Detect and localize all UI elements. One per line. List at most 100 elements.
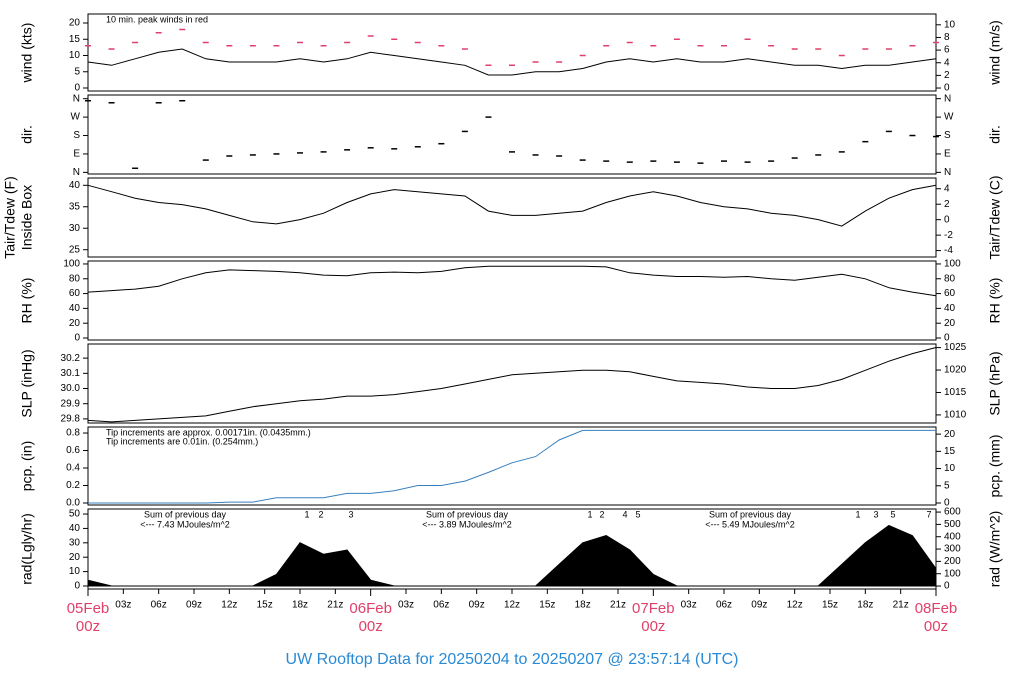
- x-tick-label: 18z: [857, 600, 873, 611]
- x-tick-label: 18z: [575, 600, 591, 611]
- x-tick-label: 03z: [398, 600, 414, 611]
- y-tick-label: 10: [69, 50, 81, 61]
- y2-axis-label: pcp. (mm): [987, 435, 1003, 498]
- y-axis-label: rad(Lgly/hr): [19, 513, 35, 585]
- y-tick-label: 29.9: [61, 398, 81, 409]
- y2-tick-label: 0: [944, 498, 950, 509]
- y2-tick-label: N: [944, 93, 951, 104]
- x-tick-label: 09z: [469, 600, 485, 611]
- y2-tick-label: E: [944, 149, 951, 160]
- y-tick-label: 10: [69, 566, 81, 577]
- y2-tick-label: 600: [944, 507, 961, 518]
- peak-label: 5: [635, 509, 640, 519]
- y2-axis-label: wind (m/s): [987, 20, 1003, 86]
- y2-tick-label: W: [944, 112, 954, 123]
- y2-tick-label: 10: [944, 463, 956, 474]
- line: [88, 429, 936, 504]
- y-tick-label: S: [73, 130, 80, 141]
- x-day-label: 08Feb: [915, 600, 958, 617]
- y-tick-label: 0: [74, 83, 80, 94]
- y-tick-label: E: [73, 149, 80, 160]
- peak-label: 2: [599, 509, 604, 519]
- y-tick-label: 30: [69, 537, 81, 548]
- y2-tick-label: 1010: [944, 410, 967, 421]
- y-tick-label: 50: [69, 509, 81, 520]
- peak-label: 4: [622, 509, 627, 519]
- y2-tick-label: 0: [944, 581, 950, 592]
- y2-tick-label: 8: [944, 32, 950, 43]
- x-tick-label: 06z: [433, 600, 449, 611]
- peak-label: 3: [348, 509, 353, 519]
- y-tick-label: 40: [69, 523, 81, 534]
- y-tick-label: 0: [74, 333, 80, 344]
- y-axis-label: wind (kts): [19, 23, 35, 84]
- y2-axis-label: rad (W/m^2): [987, 511, 1003, 588]
- annotation: Tip increments are approx. 0.00171in. (0…: [106, 427, 311, 437]
- y2-tick-label: 1015: [944, 387, 967, 398]
- y2-tick-label: 20: [944, 318, 956, 329]
- y2-tick-label: 100: [944, 259, 961, 270]
- y-tick-label: 0.8: [66, 428, 80, 439]
- y2-tick-label: 500: [944, 519, 961, 530]
- y2-tick-label: 4: [944, 57, 950, 68]
- panel-frame: [87, 13, 937, 92]
- y-axis-label: Inside Box: [19, 185, 35, 250]
- y-tick-label: 20: [69, 18, 81, 29]
- y2-tick-label: 80: [944, 273, 956, 284]
- y2-tick-label: 20: [944, 429, 956, 440]
- x-tick-label: 06z: [716, 600, 732, 611]
- y-tick-label: N: [73, 167, 80, 178]
- x-tick-label: 09z: [751, 600, 767, 611]
- peak-label: 7: [926, 509, 931, 519]
- x-tick-label: 15z: [257, 600, 273, 611]
- x-tick-label: 15z: [822, 600, 838, 611]
- x-tick-label: 21z: [893, 600, 909, 611]
- y2-tick-label: 100: [944, 568, 961, 579]
- y-tick-label: 0.4: [66, 463, 80, 474]
- day-sum-label: Sum of previous day: [426, 509, 509, 519]
- y2-tick-label: 15: [944, 446, 956, 457]
- y2-tick-label: 5: [944, 480, 950, 491]
- y-axis-label: Tair/Tdew (F): [2, 176, 18, 258]
- day-sum-value: <--- 3.89 MJoules/m^2: [422, 519, 512, 529]
- x-tick-label: 03z: [115, 600, 131, 611]
- y-axis-label: RH (%): [19, 278, 35, 324]
- panel-frame: [87, 94, 937, 175]
- y2-tick-label: 1025: [944, 342, 967, 353]
- x-day-sublabel: 00z: [641, 618, 665, 635]
- peak-label: 1: [855, 509, 860, 519]
- y2-tick-label: 2: [944, 199, 950, 210]
- y2-tick-label: 0: [944, 214, 950, 225]
- y2-axis-label: SLP (hPa): [987, 351, 1003, 415]
- y2-axis-label: dir.: [987, 125, 1003, 144]
- x-tick-label: 21z: [327, 600, 343, 611]
- x-tick-label: 03z: [681, 600, 697, 611]
- x-tick-label: 12z: [787, 600, 803, 611]
- y-axis-label: dir.: [19, 125, 35, 144]
- y-axis-label: pcp. (in): [19, 441, 35, 492]
- x-tick-label: 15z: [539, 600, 555, 611]
- y-tick-label: 0.6: [66, 445, 80, 456]
- x-tick-label: 12z: [221, 600, 237, 611]
- y-tick-label: 35: [69, 201, 81, 212]
- line: [87, 347, 937, 423]
- y2-tick-label: 200: [944, 556, 961, 567]
- peak-label: 5: [890, 509, 895, 519]
- day-sum-value: <--- 5.49 MJoules/m^2: [705, 519, 795, 529]
- y2-tick-label: N: [944, 167, 951, 178]
- annotation: 10 min. peak winds in red: [106, 14, 208, 24]
- line: [87, 48, 937, 76]
- y2-tick-label: 2: [944, 70, 950, 81]
- x-day-sublabel: 00z: [359, 618, 383, 635]
- y-tick-label: 5: [74, 66, 80, 77]
- panel-frame: [87, 260, 937, 341]
- panel-frame: [87, 177, 937, 258]
- area: [87, 524, 937, 587]
- y2-tick-label: 40: [944, 303, 956, 314]
- y2-tick-label: 10: [944, 19, 956, 30]
- x-tick-label: 12z: [504, 600, 520, 611]
- panel-frame: [87, 426, 937, 506]
- y2-tick-label: S: [944, 130, 951, 141]
- y-axis-label: SLP (inHg): [19, 349, 35, 417]
